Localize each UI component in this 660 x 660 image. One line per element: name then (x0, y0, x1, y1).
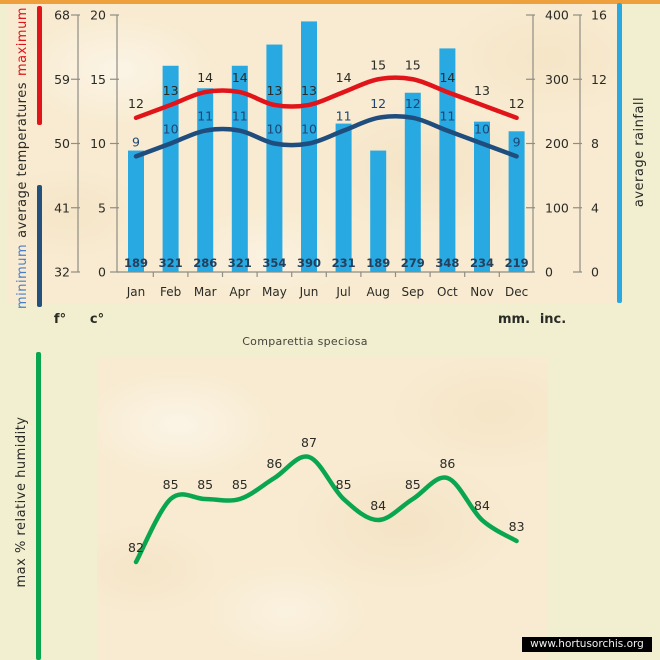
humidity-value-label: 85 (197, 477, 213, 492)
max-temp-label: 14 (232, 70, 248, 85)
rainfall-value-label: 286 (193, 256, 217, 270)
max-temp-label: 13 (474, 83, 490, 98)
month-label: Jan (126, 285, 146, 299)
humidity-value-label: 86 (439, 456, 455, 471)
celsius-tick-label: 15 (90, 72, 106, 87)
min-temp-label: 10 (474, 122, 490, 137)
min-temp-label: 10 (163, 122, 179, 137)
max-temp-label: 13 (266, 83, 282, 98)
min-temp-label: 11 (197, 109, 213, 124)
month-label: Feb (160, 285, 181, 299)
millimeters-tick-label: 0 (545, 265, 553, 280)
max-temp-label: 12 (509, 96, 525, 111)
millimeters-tick-label: 200 (545, 136, 569, 151)
humidity-value-label: 86 (266, 456, 282, 471)
max-temp-label: 12 (128, 96, 144, 111)
min-temp-label: 12 (405, 96, 421, 111)
month-label: Jun (299, 285, 319, 299)
rainfall-bar (336, 124, 352, 272)
min-temp-label: 11 (439, 109, 455, 124)
rainfall-value-label: 348 (435, 256, 459, 270)
month-label: May (262, 285, 287, 299)
min-temp-label: 9 (132, 134, 140, 149)
humidity-value-label: 82 (128, 540, 144, 555)
month-label: Mar (194, 285, 217, 299)
rainfall-bar (301, 21, 317, 272)
humidity-value-label: 87 (301, 435, 317, 450)
humidity-curve (136, 457, 517, 562)
fahrenheit-tick-label: 59 (54, 72, 70, 87)
humidity-value-label: 85 (163, 477, 179, 492)
rainfall-value-label: 189 (124, 256, 148, 270)
rainfall-value-label: 321 (228, 256, 252, 270)
min-temp-label: 9 (513, 134, 521, 149)
min-temp-label: 11 (336, 109, 352, 124)
month-label: Apr (229, 285, 250, 299)
millimeters-tick-label: 100 (545, 200, 569, 215)
month-label: Dec (505, 285, 528, 299)
fahrenheit-tick-label: 68 (54, 8, 70, 23)
rainfall-bar (128, 151, 144, 272)
max-temp-label: 15 (405, 57, 421, 72)
min-temp-label: 10 (266, 122, 282, 137)
month-label: Aug (366, 285, 389, 299)
rainfall-value-label: 234 (470, 256, 494, 270)
humidity-value-label: 85 (336, 477, 352, 492)
fahrenheit-tick-label: 50 (54, 136, 70, 151)
millimeters-tick-label: 400 (545, 8, 569, 23)
max-temp-label: 13 (163, 83, 179, 98)
max-temp-label: 14 (197, 70, 213, 85)
celsius-tick-label: 20 (90, 8, 106, 23)
humidity-value-label: 84 (474, 498, 490, 513)
humidity-value-label: 84 (370, 498, 386, 513)
rainfall-value-label: 279 (401, 256, 425, 270)
celsius-tick-label: 5 (98, 200, 106, 215)
min-temp-label: 10 (301, 122, 317, 137)
min-temp-label: 11 (232, 109, 248, 124)
max-temp-label: 13 (301, 83, 317, 98)
inches-tick-label: 16 (591, 8, 607, 23)
month-label: Sep (401, 285, 424, 299)
humidity-chart: 82 85 85 85 86 87 85 84 85 86 84 83 (0, 330, 660, 660)
inches-tick-label: 4 (591, 200, 599, 215)
rainfall-bar (232, 66, 248, 272)
max-temp-label: 14 (439, 70, 455, 85)
rainfall-value-label: 189 (366, 256, 390, 270)
humidity-value-label: 85 (232, 477, 248, 492)
month-label: Jul (335, 285, 350, 299)
fahrenheit-tick-label: 32 (54, 265, 70, 280)
fahrenheit-tick-label: 41 (54, 200, 70, 215)
rainfall-value-label: 219 (505, 256, 529, 270)
celsius-tick-label: 10 (90, 136, 106, 151)
rainfall-value-label: 354 (262, 256, 286, 270)
max-temp-curve (136, 78, 517, 118)
celsius-tick-label: 0 (98, 265, 106, 280)
watermark: www.hortusorchis.org (522, 637, 652, 652)
rainfall-value-label: 231 (332, 256, 356, 270)
month-label: Nov (470, 285, 493, 299)
temperature-rainfall-chart: 6859504132201510504003002001000161284018… (0, 0, 660, 330)
max-temp-label: 14 (336, 70, 352, 85)
inches-tick-label: 12 (591, 72, 607, 87)
inches-tick-label: 0 (591, 265, 599, 280)
min-temp-curve (136, 116, 517, 156)
min-temp-label: 12 (370, 96, 386, 111)
humidity-value-label: 85 (405, 477, 421, 492)
max-temp-label: 15 (370, 57, 386, 72)
rainfall-bar (370, 151, 386, 272)
rainfall-bar (266, 45, 282, 272)
climate-chart-page: minimum average temperatures maximum ave… (0, 0, 660, 660)
inches-tick-label: 8 (591, 136, 599, 151)
humidity-value-label: 83 (509, 519, 525, 534)
rainfall-value-label: 390 (297, 256, 321, 270)
millimeters-tick-label: 300 (545, 72, 569, 87)
month-label: Oct (437, 285, 458, 299)
rainfall-value-label: 321 (159, 256, 183, 270)
